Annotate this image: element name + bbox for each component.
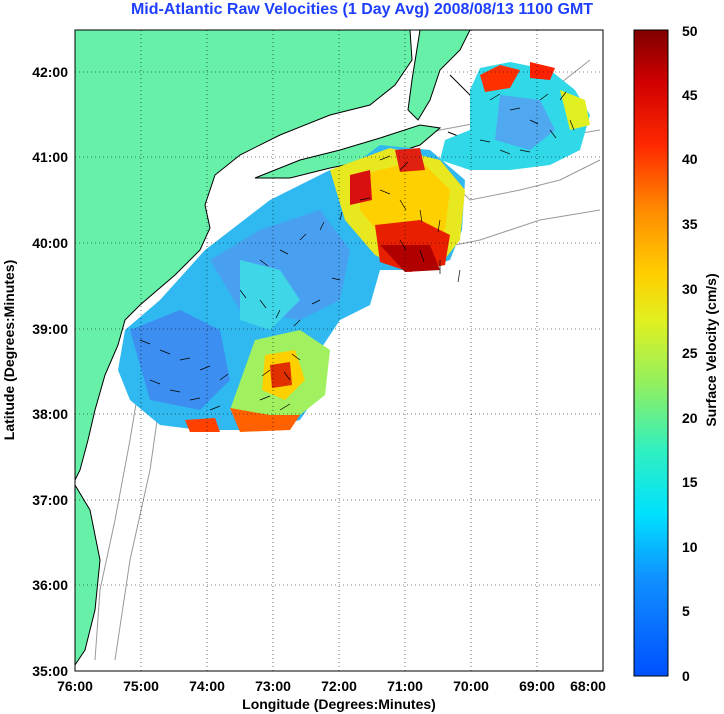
y-tick-label: 38:00 — [32, 406, 68, 422]
x-tick-label: 68:00 — [570, 678, 606, 694]
colorbar-tick-label: 25 — [682, 345, 698, 361]
map-grid — [75, 30, 603, 671]
x-tick-label: 70:00 — [453, 678, 489, 694]
y-tick-label: 35:00 — [32, 663, 68, 679]
x-tick-label: 71:00 — [387, 678, 423, 694]
x-tick-label: 74:00 — [189, 678, 225, 694]
x-tick-label: 75:00 — [123, 678, 159, 694]
colorbar-tick-label: 40 — [682, 151, 698, 167]
colorbar-tick-label: 0 — [682, 668, 690, 684]
colorbar-tick-label: 5 — [682, 603, 690, 619]
y-axis-label: Latitude (Degrees:Minutes) — [1, 260, 17, 440]
x-tick-label: 72:00 — [321, 678, 357, 694]
colorbar-tick-label: 10 — [682, 539, 698, 555]
y-tick-label: 40:00 — [32, 235, 68, 251]
x-axis-label: Longitude (Degrees:Minutes) — [242, 696, 436, 712]
colorbar-tick-label: 45 — [682, 87, 698, 103]
velocity-arrows — [139, 91, 575, 411]
colorbar-tick-label: 35 — [682, 216, 698, 232]
y-tick-label: 41:00 — [32, 149, 68, 165]
x-tick-label: 76:00 — [57, 678, 93, 694]
colorbar-tick-label: 20 — [682, 410, 698, 426]
colorbar-label: Surface Velocity (cm/s) — [703, 273, 719, 426]
y-tick-label: 36:00 — [32, 577, 68, 593]
colorbar-tick-label: 15 — [682, 474, 698, 490]
map-title: Mid-Atlantic Raw Velocities (1 Day Avg) … — [130, 1, 594, 18]
x-tick-label: 69:00 — [519, 678, 555, 694]
x-tick-label: 73:00 — [255, 678, 291, 694]
colorbar-tick-label: 50 — [682, 23, 698, 39]
y-tick-label: 39:00 — [32, 321, 68, 337]
colorbar — [633, 29, 669, 677]
y-tick-label: 42:00 — [32, 64, 68, 80]
land — [75, 30, 471, 666]
y-tick-label: 37:00 — [32, 492, 68, 508]
colorbar-tick-label: 30 — [682, 281, 698, 297]
